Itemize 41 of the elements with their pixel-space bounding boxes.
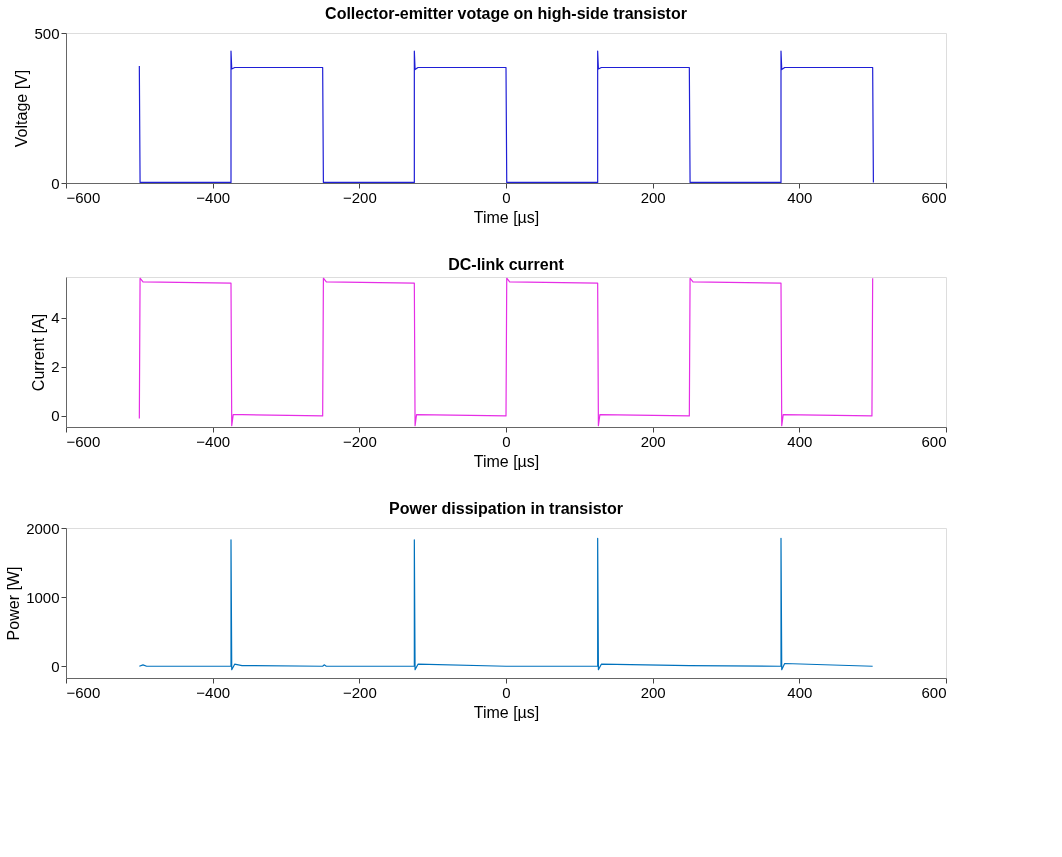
y-axis-title: Voltage [V] xyxy=(13,69,31,148)
x-tick-label: −200 xyxy=(342,188,377,206)
x-tick-label: −200 xyxy=(342,683,377,701)
chart-title: Collector-emitter votage on high-side transistor xyxy=(325,5,687,22)
x-axis-title: Time [µs] xyxy=(473,208,540,226)
x-tick-label: −600 xyxy=(66,188,101,206)
x-tick-label: 200 xyxy=(640,188,666,206)
y-tick-label: 0 xyxy=(51,407,60,425)
y-tick-label: 0 xyxy=(51,174,60,192)
x-axis-title: Time [µs] xyxy=(473,452,540,470)
x-tick-label: 400 xyxy=(787,683,813,701)
x-tick-label: 400 xyxy=(787,432,813,450)
y-tick-label: 500 xyxy=(34,24,60,42)
chart-title: Power dissipation in transistor xyxy=(389,500,623,517)
y-axis-title: Power [W] xyxy=(5,566,23,641)
x-tick-label: 0 xyxy=(502,188,511,206)
x-tick-label: −400 xyxy=(196,683,231,701)
line-series xyxy=(138,537,874,671)
x-tick-label: −400 xyxy=(196,432,231,450)
x-tick-label: 600 xyxy=(921,188,947,206)
x-tick-label: 0 xyxy=(502,683,511,701)
x-tick-label: 200 xyxy=(640,432,666,450)
y-tick-label: 1000 xyxy=(26,588,60,606)
x-tick-label: 0 xyxy=(502,432,511,450)
y-tick-label: 2000 xyxy=(26,519,60,537)
chart-title: DC-link current xyxy=(448,256,565,273)
y-tick-label: 2 xyxy=(51,358,60,376)
x-tick-label: 200 xyxy=(640,683,666,701)
x-tick-label: −400 xyxy=(196,188,231,206)
y-axis-title: Current [A] xyxy=(30,313,48,392)
x-tick-label: 400 xyxy=(787,188,813,206)
x-tick-label: −200 xyxy=(342,432,377,450)
x-tick-label: −600 xyxy=(66,683,101,701)
x-tick-label: −600 xyxy=(66,432,101,450)
y-tick-label: 4 xyxy=(51,309,60,327)
x-tick-label: 600 xyxy=(921,683,947,701)
y-tick-label: 0 xyxy=(51,657,60,675)
line-series xyxy=(138,50,874,183)
x-axis-title: Time [µs] xyxy=(473,703,540,721)
line-series xyxy=(138,277,874,427)
x-tick-label: 600 xyxy=(921,432,947,450)
